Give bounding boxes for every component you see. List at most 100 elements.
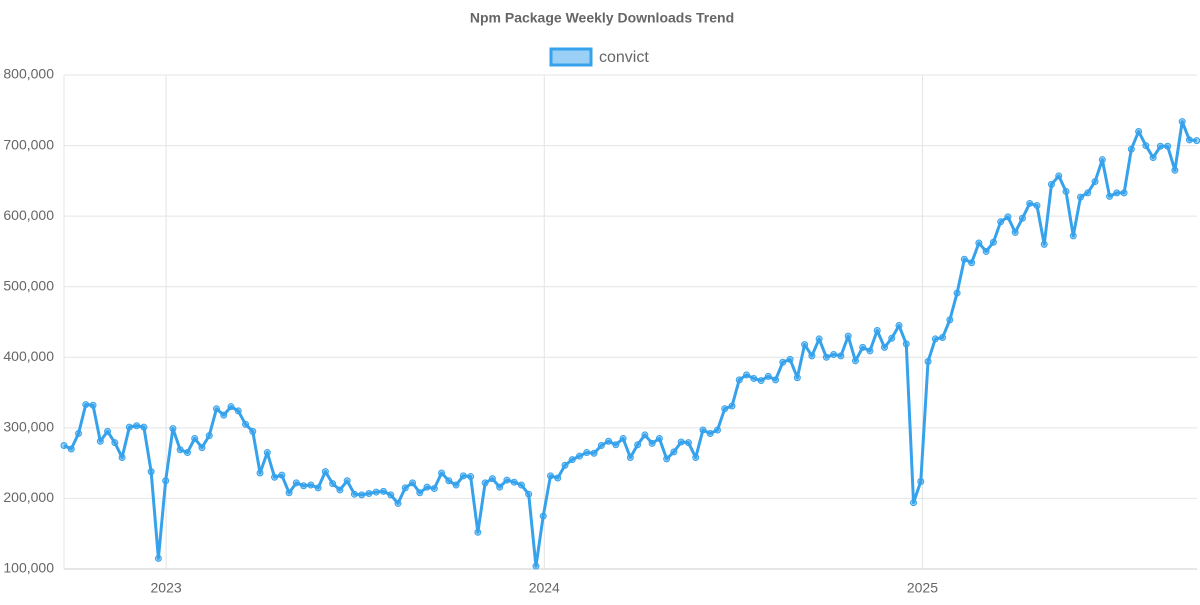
point — [60, 442, 68, 449]
point — [292, 479, 300, 487]
point — [568, 456, 576, 464]
point — [125, 423, 133, 431]
point — [576, 452, 584, 460]
point — [343, 477, 351, 485]
point — [242, 420, 250, 428]
point — [815, 335, 823, 343]
point — [910, 499, 918, 507]
point — [953, 289, 961, 297]
point — [837, 352, 845, 360]
point — [372, 488, 380, 496]
point — [851, 357, 859, 365]
point — [772, 376, 780, 384]
point — [212, 405, 220, 413]
point — [452, 481, 460, 489]
point — [924, 358, 932, 366]
point — [517, 481, 525, 489]
point — [873, 326, 881, 334]
point — [133, 422, 141, 430]
y-tick-label: 500,000 — [3, 277, 54, 293]
chart-title: Npm Package Weekly Downloads Trend — [470, 10, 734, 26]
point — [626, 453, 634, 461]
legend-label: convict — [599, 49, 649, 66]
point — [1193, 137, 1200, 145]
point — [379, 487, 387, 495]
point — [917, 477, 925, 485]
point — [1011, 228, 1019, 236]
point — [401, 484, 409, 492]
point — [539, 512, 547, 520]
point — [271, 473, 279, 481]
point — [931, 335, 939, 343]
point — [822, 353, 830, 361]
point — [663, 455, 671, 463]
point — [1033, 202, 1041, 210]
point — [1062, 187, 1070, 195]
point — [1149, 154, 1157, 162]
point — [198, 444, 206, 452]
point — [989, 238, 997, 246]
point — [329, 480, 337, 488]
point — [655, 434, 663, 442]
point — [648, 439, 656, 447]
point — [75, 430, 83, 438]
point — [147, 468, 155, 476]
point — [481, 479, 489, 487]
point — [1077, 193, 1085, 201]
x-tick-label: 2024 — [529, 580, 560, 596]
point — [321, 468, 329, 476]
point — [612, 441, 620, 449]
point — [960, 255, 968, 263]
point — [830, 350, 838, 358]
point — [169, 425, 177, 433]
point — [859, 343, 867, 351]
y-tick-label: 700,000 — [3, 136, 54, 152]
point — [488, 475, 496, 483]
point — [249, 427, 257, 435]
point — [140, 423, 148, 431]
point — [946, 316, 954, 324]
point — [764, 372, 772, 380]
point — [532, 562, 540, 570]
point — [154, 554, 162, 562]
y-tick-label: 400,000 — [3, 348, 54, 364]
point — [1091, 178, 1099, 186]
point — [300, 482, 308, 490]
point — [793, 374, 801, 382]
point — [888, 334, 896, 342]
point — [880, 343, 888, 351]
point — [975, 239, 983, 247]
point — [1127, 145, 1135, 153]
point — [1040, 240, 1048, 248]
point — [1120, 189, 1128, 197]
point — [713, 426, 721, 434]
point — [1069, 232, 1077, 240]
point — [968, 259, 976, 267]
y-tick-label: 600,000 — [3, 207, 54, 223]
point — [263, 449, 271, 457]
point — [430, 485, 438, 493]
point — [1185, 136, 1193, 144]
point — [1055, 172, 1063, 180]
point — [844, 332, 852, 340]
point — [750, 374, 758, 382]
point — [1084, 189, 1092, 197]
legend-swatch — [549, 47, 593, 67]
point — [176, 446, 184, 454]
point — [1106, 192, 1114, 200]
point — [706, 430, 714, 438]
point — [939, 334, 947, 342]
point — [96, 437, 104, 445]
point — [692, 453, 700, 461]
point — [467, 473, 475, 481]
y-tick-label: 300,000 — [3, 419, 54, 435]
point — [866, 347, 874, 355]
point — [496, 483, 504, 491]
x-tick-label: 2025 — [907, 580, 938, 596]
point — [779, 358, 787, 366]
point — [677, 438, 685, 446]
point — [227, 403, 235, 411]
point — [459, 472, 467, 480]
